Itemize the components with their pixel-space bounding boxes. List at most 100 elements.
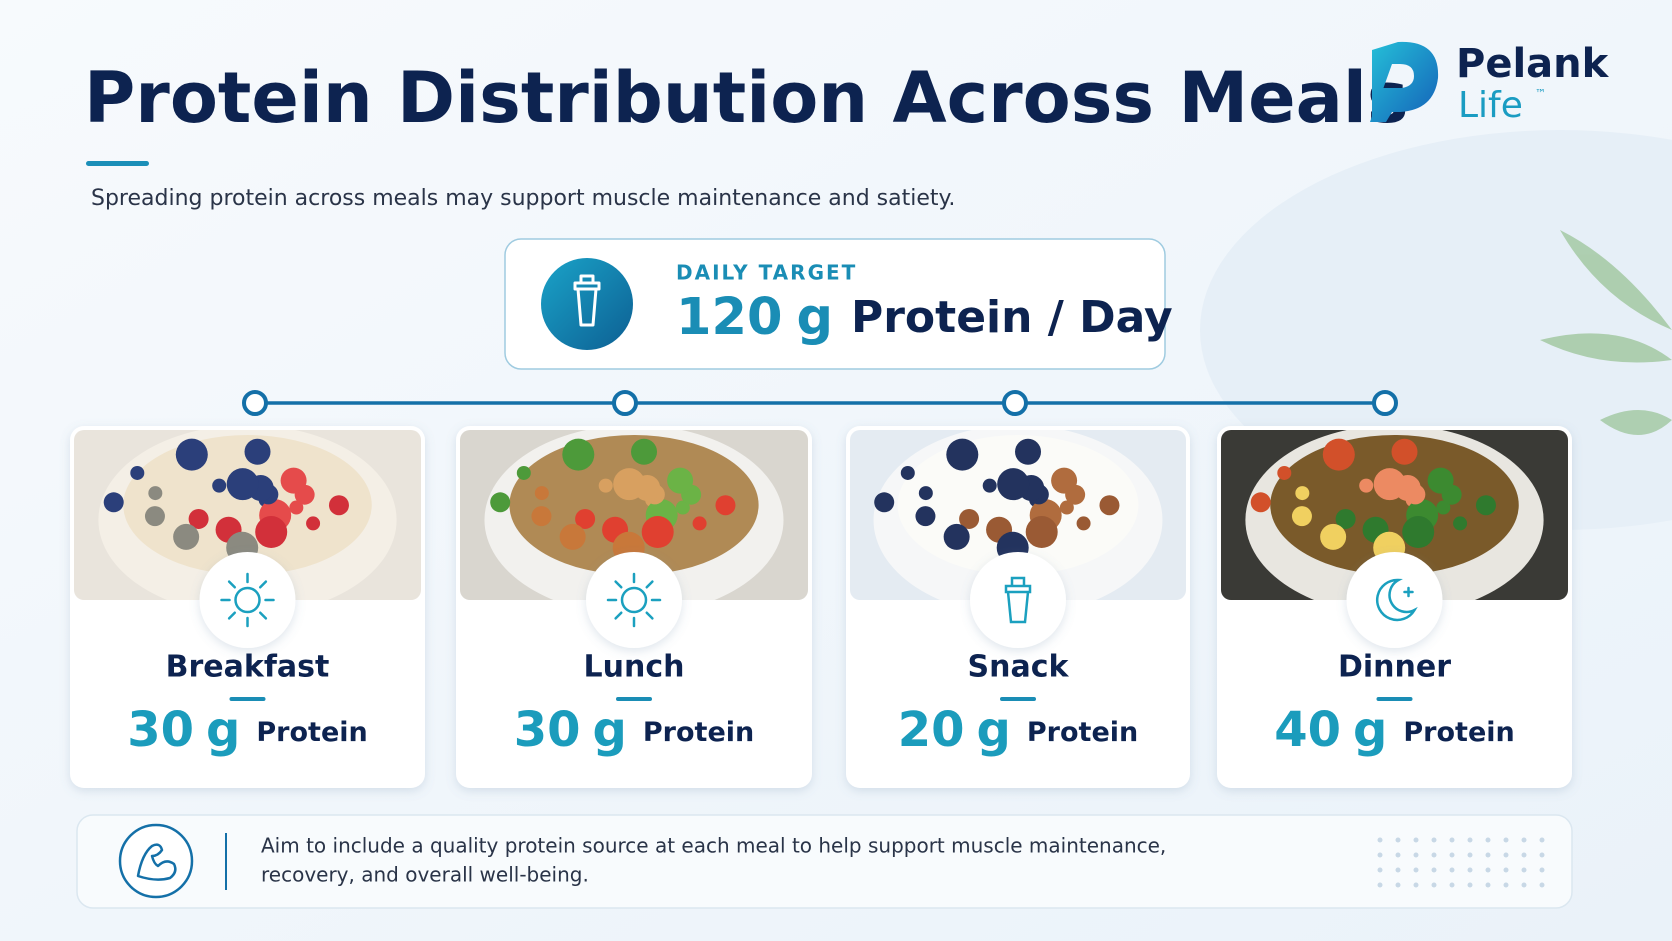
meal-accent (616, 697, 652, 701)
topping (1436, 500, 1451, 515)
target-box (504, 238, 1166, 370)
meal-icon (1375, 578, 1418, 622)
note-box (76, 814, 1573, 909)
dot (1503, 882, 1509, 888)
topping (631, 438, 658, 465)
topping (1051, 467, 1078, 494)
dot (1467, 882, 1473, 888)
dot (1503, 852, 1509, 858)
logo: Pelank Life ™ (1370, 41, 1610, 126)
topping (997, 468, 1030, 501)
meal-icon-bg (199, 552, 296, 648)
dot (1467, 867, 1473, 873)
dot (1377, 882, 1383, 888)
topping (1391, 438, 1418, 465)
dot (1431, 867, 1437, 873)
timeline-node (612, 390, 638, 416)
dot (1377, 852, 1383, 858)
subtitle: Spreading protein across meals may suppo… (91, 186, 955, 211)
topping (946, 438, 979, 471)
title-accent (86, 161, 149, 166)
meal-icon-bg (970, 552, 1066, 648)
meal-protein: 20 g Protein (898, 702, 1139, 758)
topping (943, 523, 970, 550)
topping (490, 492, 511, 513)
meal-unit: g (1353, 702, 1387, 758)
meal-amount: 30 (514, 702, 581, 758)
topping (1475, 495, 1496, 516)
topping (715, 495, 736, 516)
topping (692, 516, 707, 531)
dot (1431, 837, 1437, 843)
dot (1521, 882, 1527, 888)
dot (1521, 837, 1527, 843)
topping (244, 438, 271, 465)
dot (1521, 852, 1527, 858)
meal-accent (229, 697, 266, 701)
topping (175, 438, 208, 471)
note-line: Aim to include a quality protein source … (261, 834, 1166, 858)
timeline-node (1002, 390, 1028, 416)
meal-protein: 30 g Protein (127, 702, 368, 758)
meal-accent (1376, 697, 1413, 701)
topping (1359, 478, 1374, 493)
dot (1449, 837, 1455, 843)
meal-label: Protein (643, 717, 754, 748)
topping (306, 516, 321, 531)
topping (255, 516, 288, 549)
topping (1059, 500, 1074, 515)
meal-unit: g (206, 702, 240, 758)
topping (900, 465, 915, 480)
meal-protein: 30 g Protein (514, 702, 755, 758)
shaker (1004, 576, 1032, 624)
dot-decor (1377, 837, 1545, 888)
sun-ray (258, 611, 268, 620)
topping (289, 500, 304, 515)
logo-mark (1370, 41, 1439, 122)
meal-amount: 20 (898, 702, 965, 758)
topping (1025, 516, 1058, 549)
target-label: DAILY TARGET (676, 261, 857, 285)
topping (1099, 495, 1120, 516)
dot (1413, 867, 1419, 873)
logo-name: Pelank (1456, 41, 1610, 87)
topping (280, 467, 307, 494)
meal-icon (606, 572, 662, 628)
sun-ray (258, 580, 268, 589)
dot (1485, 882, 1491, 888)
note-line: recovery, and overall well-being. (261, 863, 589, 887)
dot (1413, 852, 1419, 858)
sun-ray (614, 580, 623, 589)
muscle-icon (136, 843, 177, 881)
topping (516, 465, 531, 480)
meal-label: Protein (1403, 717, 1514, 748)
timeline-node (242, 390, 268, 416)
topping (1250, 492, 1271, 513)
meal-unit: g (593, 702, 627, 758)
meal-amount: 30 (127, 702, 194, 758)
topping (1373, 468, 1406, 501)
topping (103, 492, 124, 513)
leaf-decor (1540, 230, 1672, 435)
dot (1449, 852, 1455, 858)
meal-name: Lunch (584, 650, 685, 685)
topping (148, 486, 163, 501)
target-amount: 120 (676, 288, 782, 347)
dot (1467, 852, 1473, 858)
shaker-icon (573, 274, 601, 327)
logo-tm: ™ (1535, 87, 1546, 100)
topping (575, 508, 596, 529)
topping (130, 465, 145, 480)
meal-unit: g (977, 702, 1011, 758)
topping (918, 486, 933, 501)
topping (598, 478, 613, 493)
topping (982, 478, 997, 493)
meal-protein: 40 g Protein (1274, 702, 1515, 758)
moon (1375, 578, 1418, 622)
dot (1431, 852, 1437, 858)
dot (1503, 837, 1509, 843)
sun-ray (645, 611, 654, 620)
topping (915, 506, 936, 527)
dot (1395, 867, 1401, 873)
